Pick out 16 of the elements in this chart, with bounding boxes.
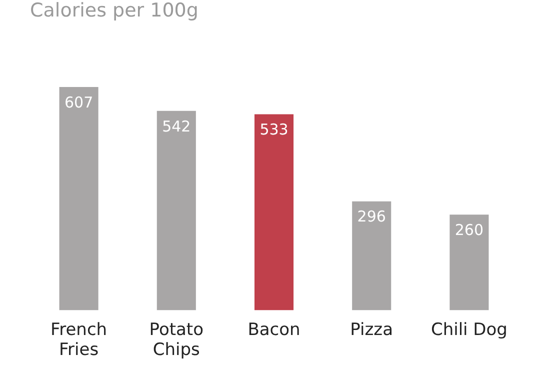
bar (352, 201, 392, 310)
x-tick-label: Pizza (350, 320, 394, 340)
data-label: 296 (357, 208, 386, 226)
bar (156, 110, 196, 310)
bar (450, 214, 489, 310)
bar (59, 87, 98, 310)
x-tick-label: French Fries (50, 320, 108, 360)
data-label: 542 (162, 117, 191, 136)
x-tick-label: Bacon (248, 320, 300, 340)
data-label: 260 (454, 220, 484, 239)
x-tick-label: Potato Chips (149, 320, 204, 360)
data-label: 533 (260, 120, 288, 139)
chart-title: Calories per 100g (30, 0, 198, 22)
x-tick-label: Chili Dog (430, 320, 508, 340)
bar (254, 114, 294, 310)
data-label: 607 (64, 93, 94, 112)
